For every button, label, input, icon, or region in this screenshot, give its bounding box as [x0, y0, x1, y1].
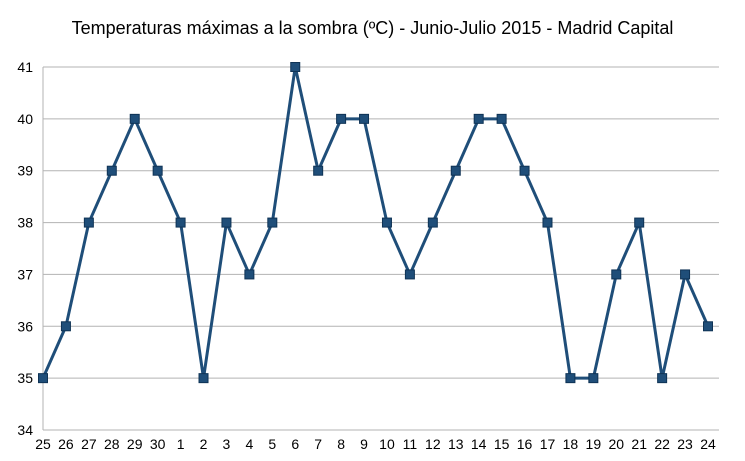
data-point — [60, 321, 71, 332]
data-point — [175, 217, 186, 228]
x-tick-label: 9 — [360, 436, 368, 452]
y-tick-label: 38 — [17, 215, 33, 231]
x-tick-label: 18 — [563, 436, 579, 452]
x-tick-label: 10 — [379, 436, 395, 452]
x-tick-label: 11 — [403, 436, 418, 452]
y-tick-labels: 34 35 36 37 38 39 40 41 — [17, 59, 33, 438]
gridlines — [43, 66, 719, 431]
data-point — [129, 113, 140, 124]
series-line — [41, 65, 710, 380]
x-tick-label: 23 — [677, 436, 693, 452]
data-point — [290, 62, 301, 72]
data-point — [313, 165, 324, 176]
x-tick-labels: 25 26 27 28 29 30 1 2 3 4 5 6 7 8 9 10 11 12 13 14 15 16 17 18 1… — [35, 436, 716, 452]
x-tick-label: 15 — [494, 436, 510, 452]
data-point — [427, 217, 438, 228]
x-tick-label: 12 — [425, 436, 441, 452]
x-tick-label: 5 — [268, 436, 276, 452]
data-point — [519, 165, 530, 176]
x-tick-label: 24 — [700, 436, 716, 452]
data-point — [83, 217, 94, 228]
x-tick-label: 3 — [223, 436, 231, 452]
x-tick-label: 30 — [150, 436, 166, 452]
data-point — [611, 269, 622, 280]
data-point — [542, 217, 553, 228]
x-tick-label: 22 — [654, 436, 670, 452]
data-point — [221, 217, 232, 228]
x-tick-label: 14 — [471, 436, 487, 452]
x-tick-label: 26 — [58, 436, 74, 452]
x-tick-label: 8 — [337, 436, 345, 452]
x-tick-label: 2 — [200, 436, 208, 452]
data-point — [703, 321, 713, 332]
axes — [42, 67, 719, 431]
data-point — [244, 269, 255, 280]
y-tick-label: 36 — [17, 318, 33, 334]
x-tick-label: 20 — [608, 436, 624, 452]
y-tick-label: 41 — [17, 59, 33, 75]
x-tick-label: 13 — [448, 436, 464, 452]
data-point — [359, 113, 370, 124]
y-tick-label: 37 — [17, 266, 33, 282]
data-point — [381, 217, 392, 228]
x-tick-label: 1 — [177, 436, 185, 452]
data-point — [634, 217, 645, 228]
x-tick-label: 21 — [631, 436, 647, 452]
data-point — [657, 373, 668, 384]
data-point — [450, 165, 461, 176]
data-point — [680, 269, 691, 280]
data-point — [152, 165, 163, 176]
data-point — [588, 373, 599, 384]
data-point — [38, 373, 48, 384]
data-point — [473, 113, 484, 124]
x-tick-label: 4 — [245, 436, 253, 452]
x-tick-label: 6 — [291, 436, 299, 452]
y-tick-label: 39 — [17, 163, 33, 179]
x-tick-label: 28 — [104, 436, 120, 452]
x-tick-label: 29 — [127, 436, 143, 452]
x-tick-label: 25 — [35, 436, 51, 452]
data-point — [198, 373, 209, 384]
data-point — [336, 113, 347, 124]
x-tick-label: 27 — [81, 436, 97, 452]
data-point — [106, 165, 117, 176]
series-layer — [38, 62, 713, 384]
x-tick-label: 17 — [540, 436, 556, 452]
y-tick-label: 34 — [17, 422, 33, 438]
x-tick-label: 16 — [517, 436, 533, 452]
y-tick-label: 35 — [17, 370, 33, 386]
data-point — [267, 217, 278, 228]
chart-title: Temperaturas máximas a la sombra (ºC) - … — [71, 18, 674, 38]
x-tick-label: 19 — [586, 436, 602, 452]
data-point — [565, 373, 576, 384]
y-tick-label: 40 — [17, 111, 33, 127]
data-point — [404, 269, 415, 280]
data-point — [496, 113, 507, 124]
x-tick-label: 7 — [314, 436, 322, 452]
